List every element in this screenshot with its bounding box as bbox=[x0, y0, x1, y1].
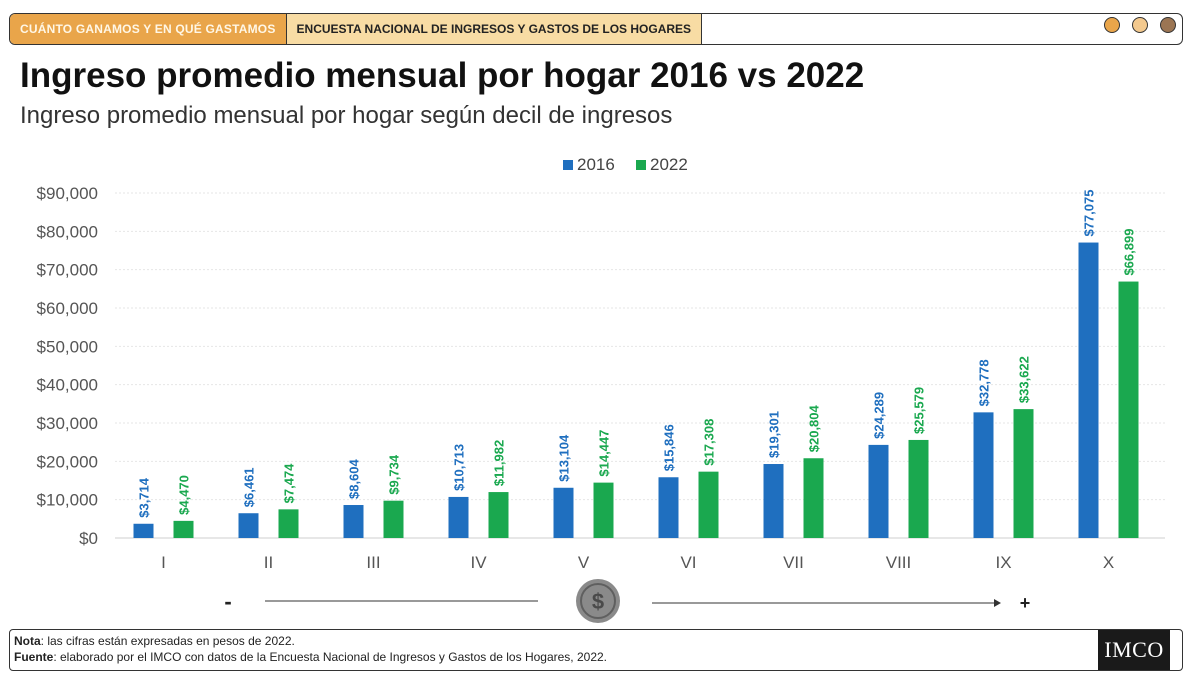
y-tick-label: $30,000 bbox=[37, 414, 98, 433]
bar-2022-III bbox=[383, 500, 404, 538]
data-label-2022-IV: $11,982 bbox=[492, 440, 507, 486]
window-dot-3 bbox=[1160, 17, 1176, 33]
data-label-2022-IX: $33,622 bbox=[1017, 356, 1032, 403]
bar-2016-I bbox=[133, 523, 154, 538]
page-title: Ingreso promedio mensual por hogar 2016 … bbox=[20, 56, 865, 95]
y-tick-label: $60,000 bbox=[37, 299, 98, 318]
x-tick-label: IX bbox=[995, 553, 1011, 572]
data-label-2016-IX: $32,778 bbox=[977, 359, 992, 406]
y-tick-label: $80,000 bbox=[37, 222, 98, 241]
header-bar: CUÁNTO GANAMOS Y EN QUÉ GASTAMOS ENCUEST… bbox=[9, 13, 1183, 45]
y-tick-label: $40,000 bbox=[37, 376, 98, 395]
note-label: Nota bbox=[14, 634, 41, 648]
x-tick-label: II bbox=[264, 553, 273, 572]
bar-2022-I bbox=[173, 520, 194, 538]
bar-2016-X bbox=[1078, 242, 1099, 538]
data-label-2022-X: $66,899 bbox=[1122, 229, 1137, 276]
coin-dollar-glyph: $ bbox=[592, 589, 604, 614]
source-line: Fuente: elaborado por el IMCO con datos … bbox=[14, 649, 607, 665]
data-label-2022-I: $4,470 bbox=[177, 475, 192, 515]
footer-box bbox=[9, 629, 1183, 671]
footer-notes: Nota: las cifras están expresadas en pes… bbox=[14, 633, 607, 665]
axis-note-arrowhead bbox=[994, 599, 1001, 607]
data-label-2016-II: $6,461 bbox=[242, 467, 257, 507]
data-label-2016-IV: $10,713 bbox=[452, 444, 467, 491]
window-dot-1 bbox=[1104, 17, 1120, 33]
source-text: : elaborado por el IMCO con datos de la … bbox=[53, 650, 607, 664]
bar-2016-IX bbox=[973, 412, 994, 538]
header-tab-survey[interactable]: ENCUESTA NACIONAL DE INGRESOS Y GASTOS D… bbox=[286, 14, 703, 44]
y-tick-label: $20,000 bbox=[37, 452, 98, 471]
page-subtitle: Ingreso promedio mensual por hogar según… bbox=[20, 102, 673, 129]
note-text: : las cifras están expresadas en pesos d… bbox=[40, 634, 295, 648]
x-tick-label: I bbox=[161, 553, 166, 572]
note-line: Nota: las cifras están expresadas en pes… bbox=[14, 633, 607, 649]
coin-inner-ring bbox=[580, 583, 616, 619]
bar-2022-V bbox=[593, 482, 614, 538]
bar-2016-III bbox=[343, 505, 364, 538]
x-tick-label: V bbox=[578, 553, 590, 572]
legend-label-2016: 2016 bbox=[577, 155, 615, 174]
legend-swatch-2016 bbox=[563, 160, 573, 170]
data-label-2016-VI: $15,846 bbox=[662, 424, 677, 471]
bar-2016-VIII bbox=[868, 444, 889, 538]
y-tick-label: $70,000 bbox=[37, 261, 98, 280]
y-tick-label: $10,000 bbox=[37, 491, 98, 510]
bar-2022-VII bbox=[803, 458, 824, 538]
data-label-2016-X: $77,075 bbox=[1082, 190, 1097, 237]
data-label-2022-VIII: $25,579 bbox=[912, 387, 927, 434]
x-tick-label: VIII bbox=[886, 553, 912, 572]
y-tick-label: $50,000 bbox=[37, 337, 98, 356]
window-dots bbox=[1104, 17, 1176, 33]
bar-2016-V bbox=[553, 487, 574, 538]
data-label-2016-V: $13,104 bbox=[557, 434, 572, 482]
legend-swatch-2022 bbox=[636, 160, 646, 170]
data-label-2022-VII: $20,804 bbox=[807, 404, 822, 452]
dollar-coin-icon bbox=[576, 579, 620, 623]
y-tick-label: $90,000 bbox=[37, 184, 98, 203]
bar-2022-VIII bbox=[908, 439, 929, 538]
bar-2022-II bbox=[278, 509, 299, 538]
data-label-2022-II: $7,474 bbox=[282, 463, 297, 504]
x-tick-label: VI bbox=[680, 553, 696, 572]
bar-2016-II bbox=[238, 513, 259, 538]
data-label-2016-I: $3,714 bbox=[137, 477, 152, 518]
data-label-2016-VIII: $24,289 bbox=[872, 392, 887, 439]
imco-logo: IMCO bbox=[1098, 630, 1170, 670]
bar-2022-X bbox=[1118, 281, 1139, 538]
axis-note-minus: - bbox=[224, 589, 231, 614]
x-tick-label: III bbox=[366, 553, 380, 572]
x-tick-label: X bbox=[1103, 553, 1114, 572]
bar-2022-IV bbox=[488, 492, 509, 538]
data-label-2022-III: $9,734 bbox=[387, 454, 402, 495]
bar-chart: $0 $10,000 $20,000 $30,000 $40,000 $50,000 $60… bbox=[37, 155, 1165, 623]
bar-2022-IX bbox=[1013, 409, 1034, 538]
x-tick-label: VII bbox=[783, 553, 804, 572]
bar-2016-VII bbox=[763, 464, 784, 538]
axis-note-plus: + bbox=[1020, 593, 1031, 613]
data-label-2022-V: $14,447 bbox=[597, 430, 612, 477]
bar-2016-VI bbox=[658, 477, 679, 538]
bar-2022-VI bbox=[698, 471, 719, 538]
legend-label-2022: 2022 bbox=[650, 155, 688, 174]
y-tick-label: $0 bbox=[79, 529, 98, 548]
source-label: Fuente bbox=[14, 650, 54, 664]
data-label-2016-III: $8,604 bbox=[347, 458, 362, 499]
header-tab-section[interactable]: CUÁNTO GANAMOS Y EN QUÉ GASTAMOS bbox=[10, 14, 287, 44]
data-label-2016-VII: $19,301 bbox=[767, 411, 782, 458]
data-label-2022-VI: $17,308 bbox=[702, 419, 717, 466]
x-tick-label: IV bbox=[470, 553, 487, 572]
bar-2016-IV bbox=[448, 496, 469, 538]
window-dot-2 bbox=[1132, 17, 1148, 33]
